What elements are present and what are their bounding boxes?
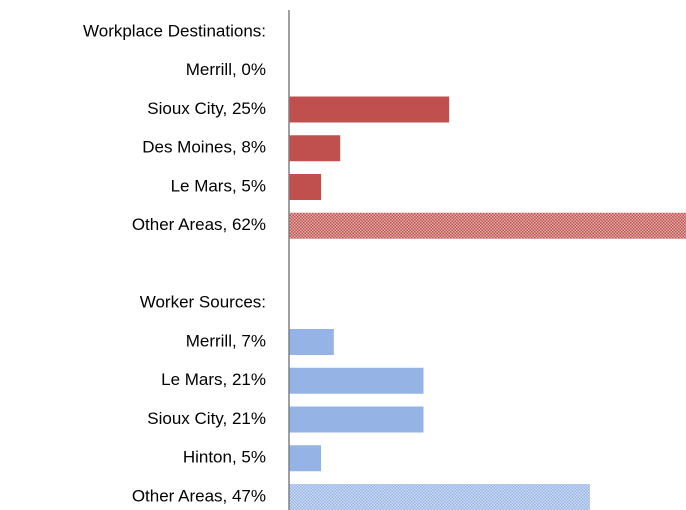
category-label: Other Areas, 47% [132, 486, 266, 505]
category-label: Hinton, 5% [183, 448, 266, 467]
category-label: Le Mars, 21% [161, 370, 266, 389]
bar [289, 329, 334, 355]
bar [289, 135, 341, 162]
group-label: Workplace Destinations: [83, 21, 266, 40]
category-label: Des Moines, 8% [142, 138, 266, 157]
bar [289, 367, 424, 394]
bar [289, 174, 322, 200]
bar [289, 212, 686, 239]
category-label: Sioux City, 21% [147, 409, 266, 428]
category-label: Merrill, 0% [186, 60, 266, 79]
category-label: Sioux City, 25% [147, 99, 266, 118]
bar [289, 96, 450, 123]
bar [289, 445, 322, 472]
group-label: Worker Sources: [140, 293, 266, 312]
bar [289, 406, 424, 433]
category-label: Le Mars, 5% [171, 176, 266, 195]
category-label: Other Areas, 62% [132, 215, 266, 234]
bar [289, 484, 590, 510]
category-label: Merrill, 7% [186, 331, 266, 350]
